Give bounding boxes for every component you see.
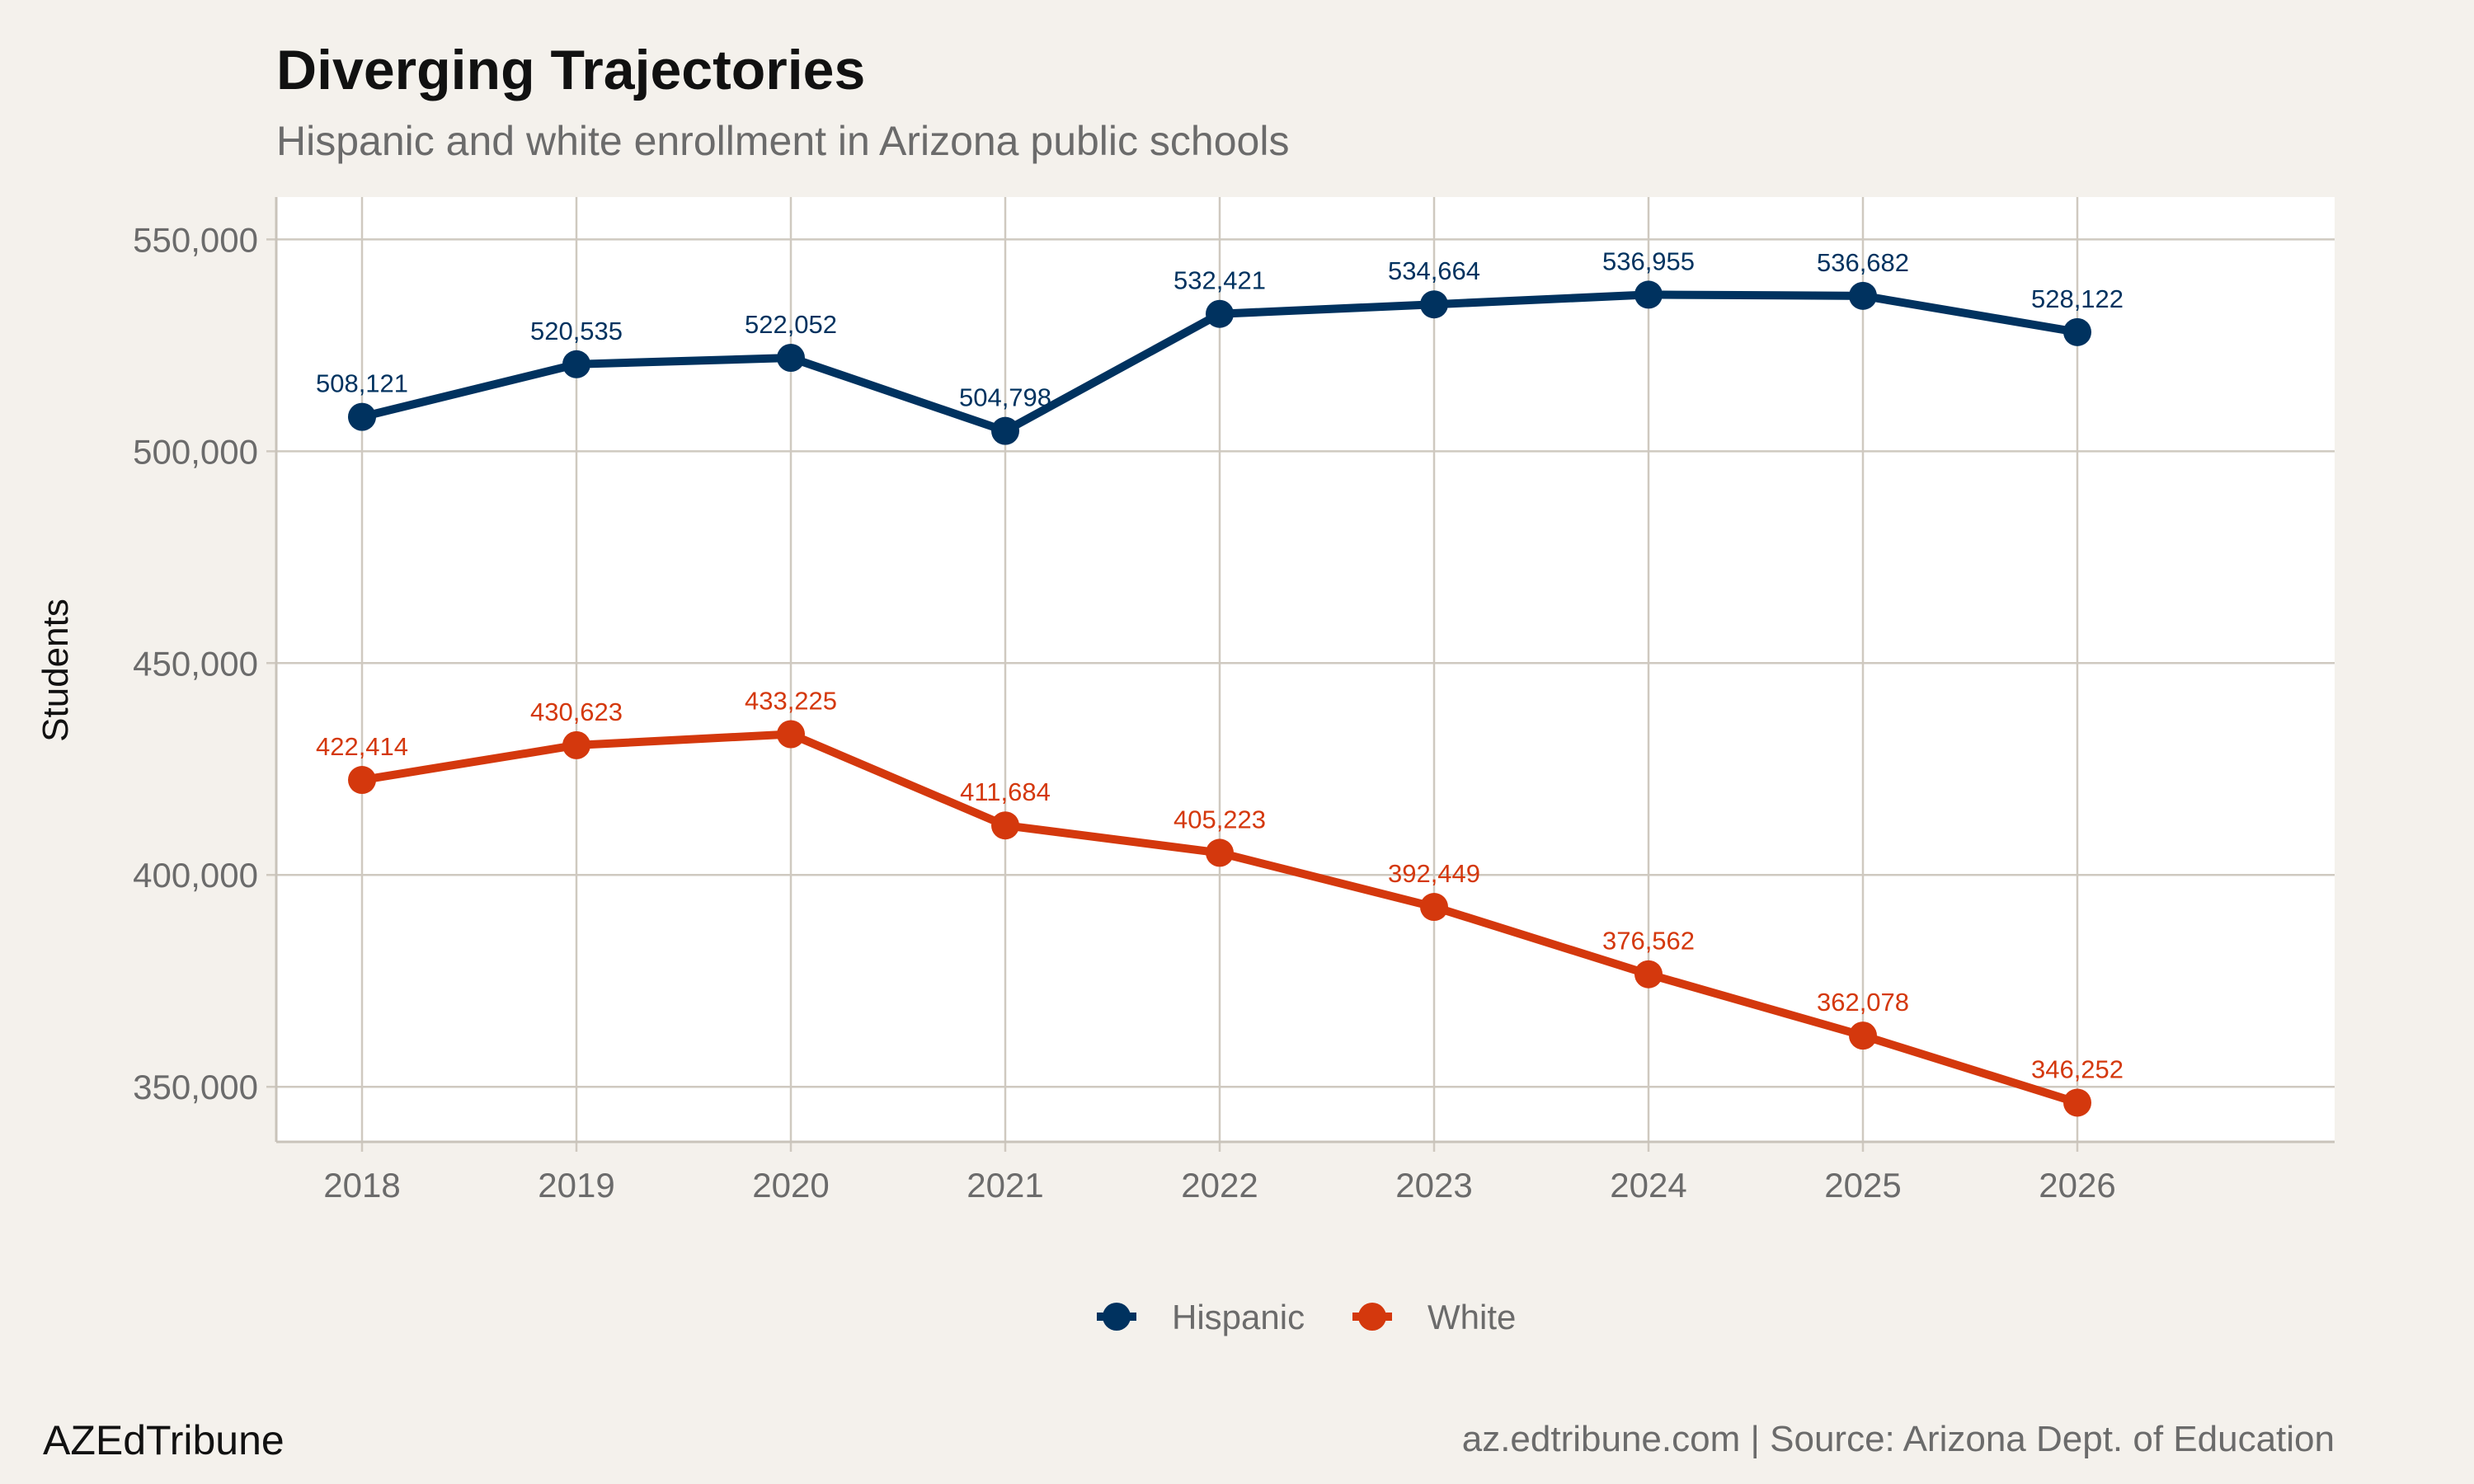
x-tick-label: 2026	[2039, 1166, 2115, 1205]
data-point	[1420, 290, 1448, 319]
y-tick-label: 400,000	[133, 856, 258, 895]
data-label: 422,414	[316, 732, 408, 761]
x-tick-labels: 2018 2019 2020 2021 2022 2023 2024 2025 2026	[323, 1166, 2115, 1205]
y-axis-label: Students	[35, 599, 76, 742]
legend-label: Hispanic	[1172, 1298, 1305, 1336]
data-point	[562, 350, 590, 378]
series-hispanic: 508,121 520,535 522,052 504,798 532,421 534,6…	[316, 247, 2124, 445]
data-label: 536,682	[1817, 248, 1909, 277]
x-tick-label: 2021	[967, 1166, 1043, 1205]
x-tick-label: 2020	[752, 1166, 829, 1205]
series-white: 422,414 430,623 433,225 411,684 405,223 392,4…	[316, 686, 2124, 1117]
data-label: 522,052	[745, 310, 837, 339]
data-point	[777, 344, 805, 373]
x-tick-label: 2025	[1824, 1166, 1901, 1205]
x-tick-label: 2023	[1395, 1166, 1472, 1205]
data-point	[1634, 960, 1663, 989]
data-point	[1206, 838, 1234, 867]
y-tick-label: 550,000	[133, 220, 258, 259]
data-point	[1849, 281, 1877, 310]
legend-label: White	[1427, 1298, 1516, 1336]
data-label: 392,449	[1388, 859, 1480, 888]
data-label: 508,121	[316, 369, 408, 398]
chart-subtitle: Hispanic and white enrollment in Arizona…	[276, 118, 1289, 164]
data-point	[348, 402, 376, 431]
data-point	[1849, 1021, 1877, 1050]
data-label: 433,225	[745, 686, 837, 715]
data-label: 532,421	[1174, 266, 1266, 295]
legend-key-point	[1358, 1303, 1386, 1331]
data-label: 411,684	[960, 777, 1051, 806]
data-point	[991, 811, 1019, 840]
series-group: 508,121 520,535 522,052 504,798 532,421 534,6…	[316, 247, 2124, 1117]
x-tick-label: 2019	[538, 1166, 614, 1205]
data-point	[562, 730, 590, 759]
x-tick-label: 2022	[1181, 1166, 1258, 1205]
data-label: 534,664	[1388, 256, 1480, 285]
data-point	[777, 720, 805, 749]
data-label: 520,535	[530, 317, 623, 345]
footer-brand: AZEdTribune	[43, 1417, 285, 1463]
data-label: 430,623	[530, 697, 623, 726]
data-point	[2063, 317, 2091, 346]
legend-item-white: White	[1352, 1298, 1516, 1336]
data-point	[991, 416, 1019, 445]
data-point	[1420, 893, 1448, 922]
data-point	[2063, 1088, 2091, 1117]
data-label: 504,798	[959, 383, 1051, 412]
data-label: 362,078	[1817, 988, 1909, 1017]
footer-source: az.edtribune.com | Source: Arizona Dept.…	[1462, 1419, 2335, 1459]
plot-panel	[276, 197, 2335, 1142]
x-tick-label: 2018	[323, 1166, 400, 1205]
data-label: 346,252	[2031, 1054, 2124, 1083]
data-label: 405,223	[1174, 805, 1266, 834]
data-label: 528,122	[2031, 284, 2124, 313]
legend-item-hispanic: Hispanic	[1097, 1298, 1305, 1336]
chart-title: Diverging Trajectories	[276, 39, 865, 101]
data-point	[1206, 299, 1234, 328]
x-tick-label: 2024	[1610, 1166, 1686, 1205]
legend: Hispanic White	[1097, 1298, 1516, 1336]
data-point	[1634, 280, 1663, 309]
y-tick-labels: 350,000 400,000 450,000 500,000 550,000	[133, 220, 258, 1106]
y-tick-label: 500,000	[133, 432, 258, 471]
legend-key-point	[1103, 1303, 1131, 1331]
data-label: 376,562	[1602, 927, 1695, 956]
data-point	[348, 766, 376, 795]
data-label: 536,955	[1602, 247, 1695, 275]
y-tick-label: 450,000	[133, 644, 258, 683]
y-tick-label: 350,000	[133, 1068, 258, 1106]
